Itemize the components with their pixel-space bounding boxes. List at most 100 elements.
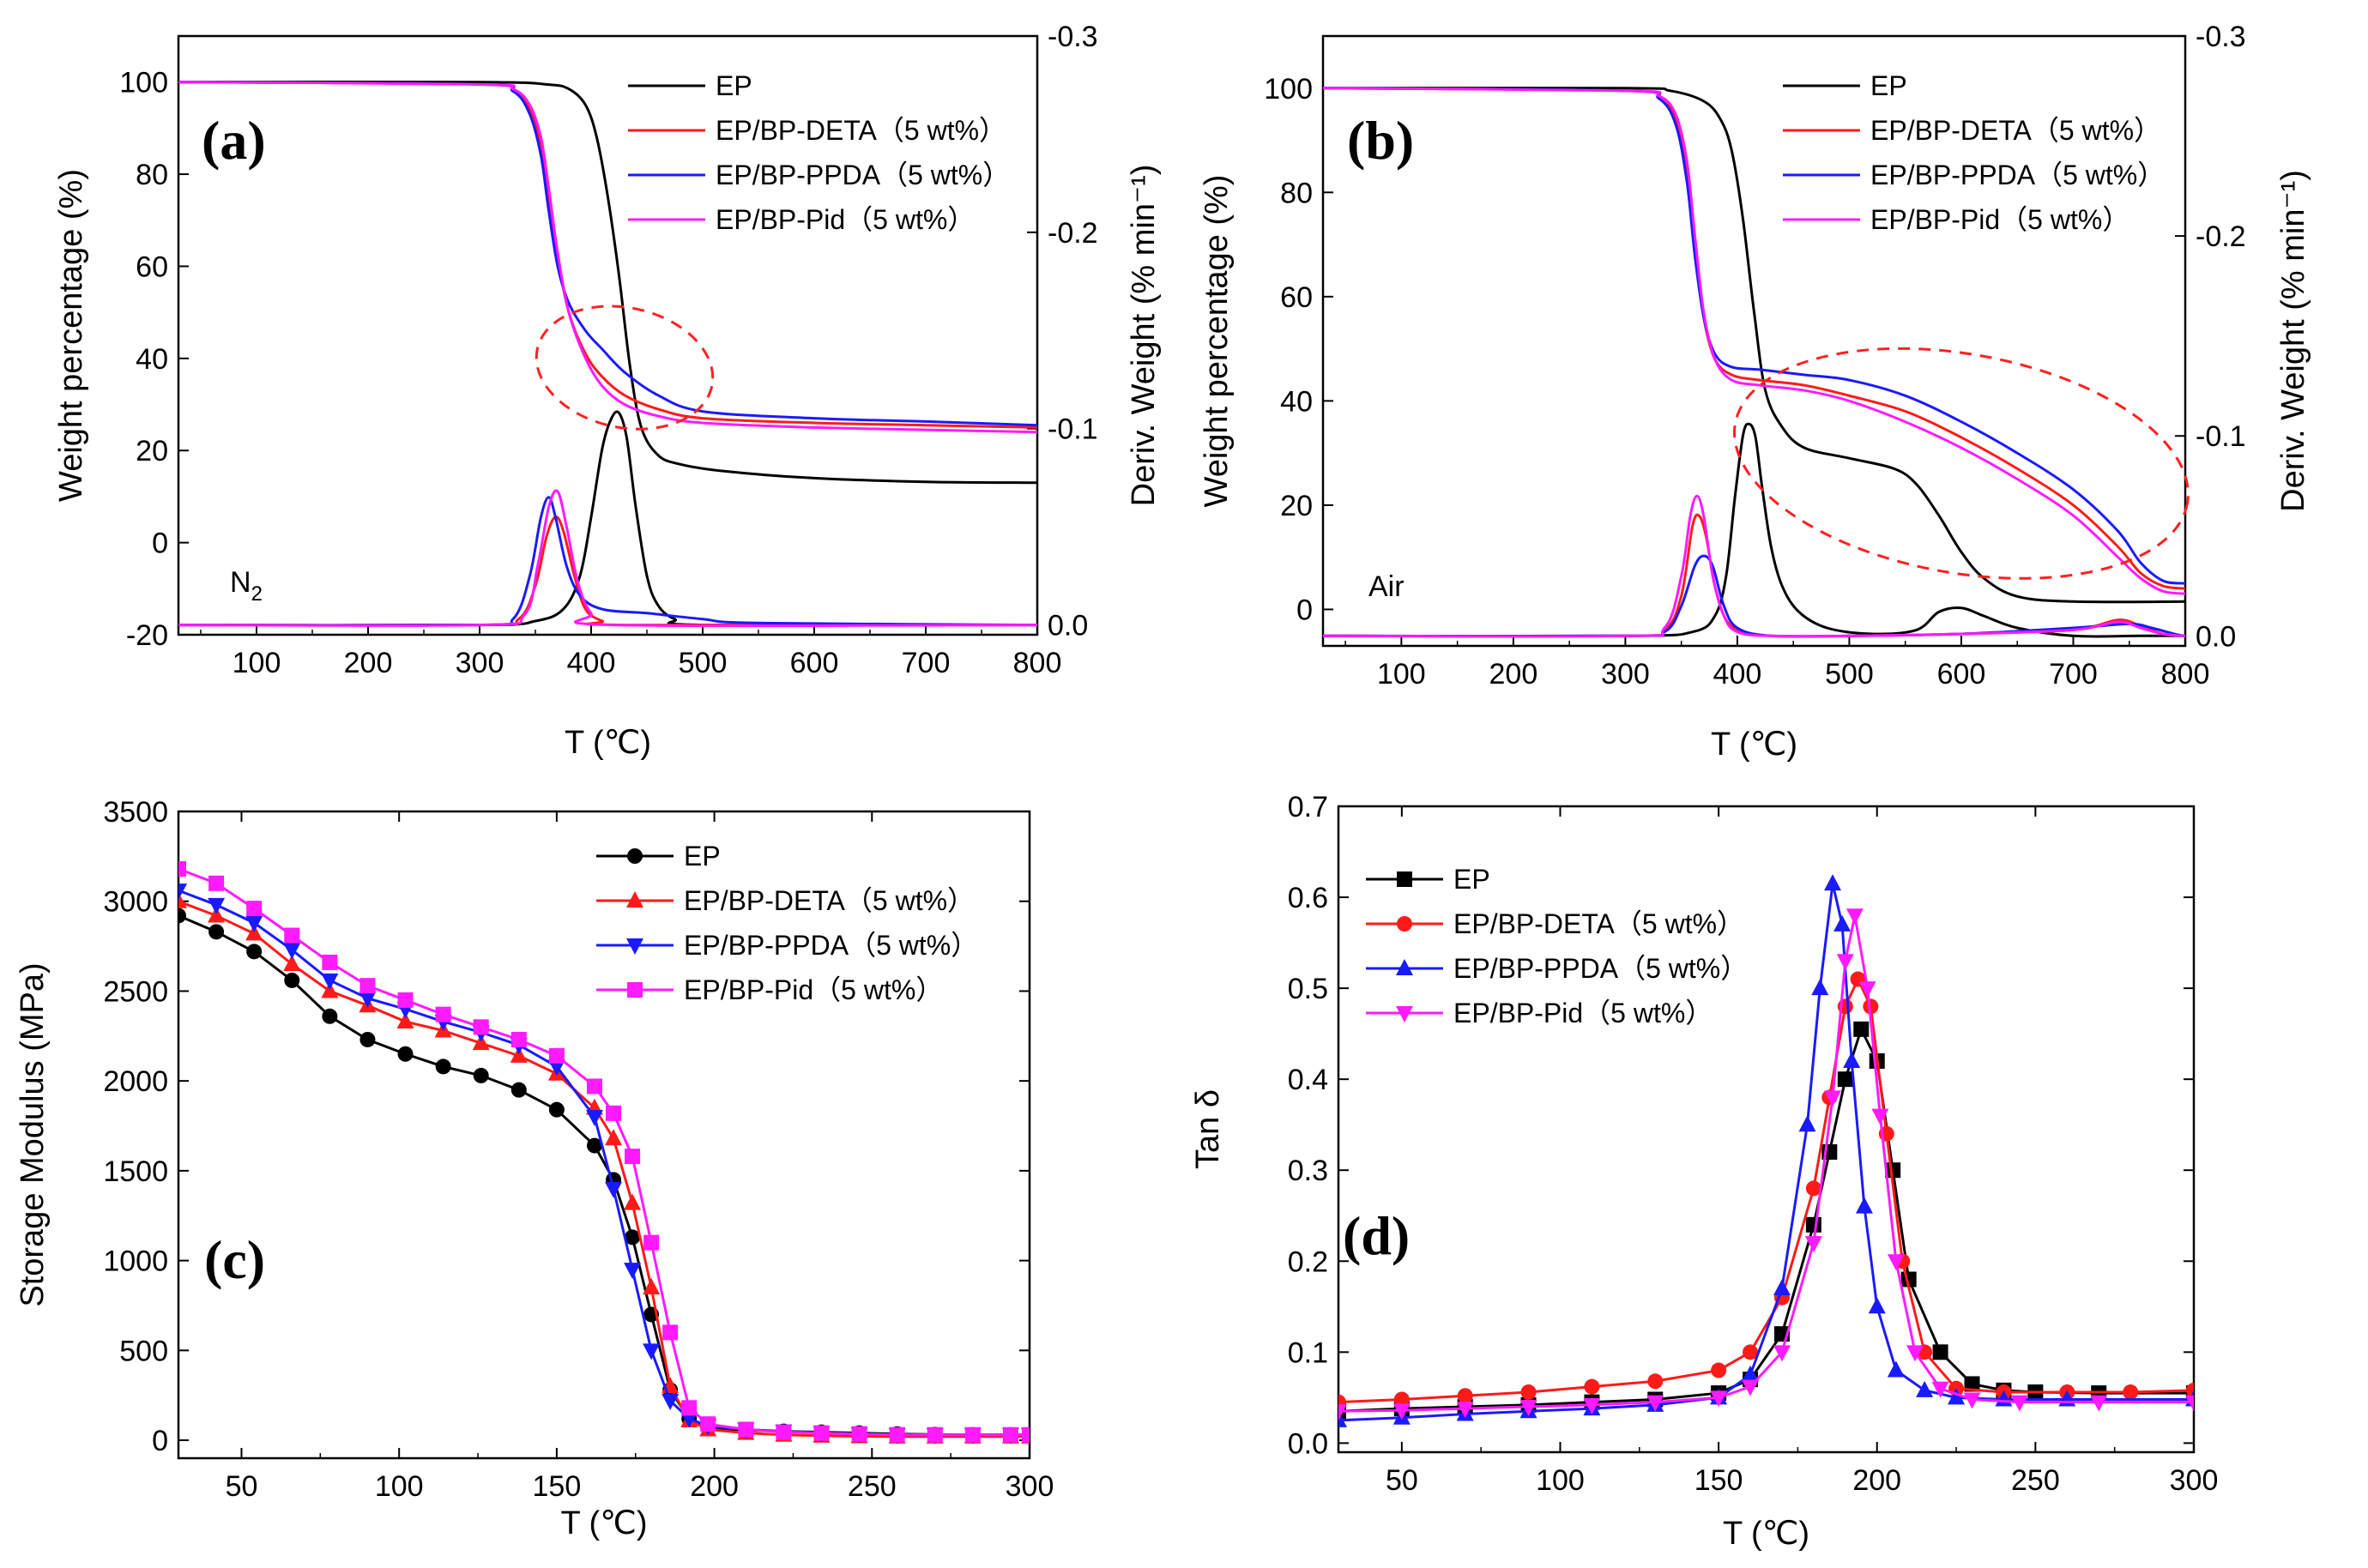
plot-frame xyxy=(177,34,1039,636)
series-ep-bp-deta-5-wt-point xyxy=(283,955,301,972)
series-ep-bp-ppda-5-wt-point xyxy=(1916,1380,1934,1397)
x-axis-label: T (℃) xyxy=(1711,727,1797,763)
series-ep-bp-pid-5-wt-point xyxy=(246,901,263,917)
series-ep-point xyxy=(473,1067,489,1083)
series-ep-point xyxy=(359,1031,376,1047)
series-ep-bp-ppda-5-wt-point xyxy=(624,1263,642,1280)
x-tick-label: 800 xyxy=(2161,658,2210,691)
panel-c-storage-modulus: 50 100 150 200 250 30005001000150020002500300… xyxy=(15,796,1054,1541)
series-ep-point xyxy=(1805,1216,1821,1233)
series-ep-bp-pid-5-wt-point xyxy=(322,954,338,970)
series-ep-bp-pid-5-wt-point xyxy=(435,1006,451,1022)
y-tick-label: 1000 xyxy=(103,1245,168,1278)
series-ep-bp-pid-5-wt-point xyxy=(1022,1426,1030,1443)
x-tick-label: 300 xyxy=(2170,1464,2219,1497)
x-tick-label: 600 xyxy=(790,647,839,679)
legend-ep-bp-pid-5-wt-label: EP/BP-Pid（5 wt%） xyxy=(1870,204,2129,235)
series-ep-bp-pid-5-wt-point xyxy=(681,1400,698,1416)
series-ep-bp-ppda-5-wt-point xyxy=(1855,1197,1873,1214)
series-ep-bp-pid-5-wt-point xyxy=(1906,1345,1924,1362)
series-ep-bp-ppda-5-wt-point xyxy=(661,1393,680,1410)
series-ep-bp-ppda-5-wt-point xyxy=(643,1343,661,1360)
y-tick-label: 40 xyxy=(136,343,168,376)
series-ep-bp-ppda-5-wt-point xyxy=(585,1110,603,1127)
series-ep-bp-ppda-5-wt-point xyxy=(1948,1388,1966,1405)
x-tick-label: 50 xyxy=(1386,1464,1418,1497)
x-tick-label: 600 xyxy=(1937,658,1986,691)
series-ep-bp-pid-5-wt-point xyxy=(1845,908,1864,926)
legend-ep-bp-pid-5-wt-label: EP/BP-Pid（5 wt%） xyxy=(1453,998,1713,1028)
series-ep-bp-pid-5-wt-point xyxy=(1836,954,1854,971)
atmosphere-label: Air xyxy=(1368,570,1404,603)
y-tick-label: 0.6 xyxy=(1288,882,1328,914)
legend-ep-label: EP xyxy=(1453,864,1490,895)
plot-data xyxy=(178,80,1037,628)
series-ep-bp-pid-5-wt-point xyxy=(1871,1108,1889,1125)
y2-tick-label: -0.2 xyxy=(2196,220,2246,253)
series-ep-bp-pid-5-wt-point xyxy=(927,1426,943,1443)
series-ep-bp-pid-5-wt-point xyxy=(397,992,414,1008)
series-ep-bp-pid-5-wt-point xyxy=(178,861,186,877)
series-ep-bp-pid-5-wt-point xyxy=(2090,1395,2108,1412)
y-tick-label: 0 xyxy=(152,1425,168,1457)
y-tick-label: 40 xyxy=(1280,385,1313,418)
x-tick-label: 700 xyxy=(902,647,951,679)
series-ep-bp-pid-5-wt-weight-line xyxy=(178,81,1037,434)
series-ep-bp-deta-5-wt-point xyxy=(472,1034,490,1051)
series-ep-point xyxy=(284,972,300,988)
x-tick-label: 200 xyxy=(1852,1464,1901,1497)
legend-ep-bp-deta-5-wt-marker xyxy=(1397,916,1412,932)
series-ep-bp-pid-5-wt-point xyxy=(1646,1395,1664,1412)
y2-tick-label: -0.3 xyxy=(2196,21,2246,53)
panel-a-tga-nitrogen: 100 200 300 400 500 600 700 800 -20 0 20 40 60 80 100 0… xyxy=(53,21,1162,761)
series-ep-weight-line xyxy=(178,80,1037,485)
legend-ep-bp-pid-5-wt-marker xyxy=(1396,1006,1413,1022)
series-ep-bp-pid-5-wt-point xyxy=(510,1031,527,1047)
legend-ep-bp-pid-5-wt-marker xyxy=(627,982,643,998)
y-tick-label: 80 xyxy=(136,159,168,191)
series-ep-bp-pid-5-wt-point xyxy=(1858,981,1876,998)
series-ep-bp-pid-5-wt-point xyxy=(700,1416,716,1432)
x-tick-label: 100 xyxy=(233,647,281,679)
y-tick-label: 0 xyxy=(1296,594,1313,626)
series-ep-point xyxy=(548,1101,565,1118)
x-tick-label: 50 xyxy=(226,1470,258,1503)
series-ep-bp-ppda-5-wt-point xyxy=(208,897,226,914)
series-ep-bp-ppda-5-wt-point xyxy=(1843,1051,1861,1068)
series-ep-bp-pid-5-wt-point xyxy=(1583,1397,1601,1414)
series-ep-bp-ppda-5-wt-point xyxy=(1868,1297,1886,1314)
series-ep-bp-deta-5-wt-point xyxy=(1647,1373,1664,1390)
y-tick-label: 60 xyxy=(136,250,168,283)
y2-tick-label: -0.2 xyxy=(1048,217,1098,250)
x-tick-label: 100 xyxy=(1536,1464,1585,1497)
plot-data xyxy=(178,861,1030,1444)
plot-frame xyxy=(1321,34,2187,648)
series-ep-bp-pid-5-wt-point xyxy=(662,1324,679,1341)
series-ep-bp-pid-5-wt-point xyxy=(889,1426,905,1443)
x-axis-label: T (℃) xyxy=(565,725,651,761)
series-ep-bp-deta-5-wt-point xyxy=(1520,1384,1537,1401)
series-ep-bp-ppda-5-wt-point xyxy=(605,1181,623,1198)
plot-data xyxy=(1323,87,2185,638)
series-ep-bp-ppda-5-wt-weight-line xyxy=(1323,87,2185,585)
x-tick-label: 300 xyxy=(456,647,504,679)
series-ep-bp-pid-5-wt-point xyxy=(1804,1236,1822,1253)
y-tick-label: 100 xyxy=(119,67,168,100)
series-ep-bp-pid-5-wt-point xyxy=(2010,1395,2028,1412)
series-ep-bp-deta-5-wt-point xyxy=(510,1046,528,1063)
atmosphere-label-subscript: 2 xyxy=(251,582,263,606)
y-tick-label: 3500 xyxy=(103,796,168,829)
deriv-series-ep-bp-pid-5-wt-line xyxy=(1323,494,2185,638)
y-tick-label: 500 xyxy=(119,1335,168,1367)
series-ep-point xyxy=(397,1046,414,1062)
series-ep-bp-pid-5-wt-point xyxy=(1931,1381,1949,1398)
series-ep-bp-deta-5-wt-point xyxy=(1743,1344,1759,1360)
series-ep-bp-deta-5-wt-point xyxy=(245,924,263,941)
x-tick-label: 400 xyxy=(567,647,616,679)
series-ep-bp-deta-5-wt-point xyxy=(1393,1391,1410,1408)
deriv-series-ep-line xyxy=(1323,422,2185,638)
series-ep-bp-deta-5-wt-point xyxy=(178,891,187,908)
series-ep-bp-pid-5-wt-point xyxy=(776,1424,792,1440)
x-axis-label: T (℃) xyxy=(1723,1516,1809,1552)
x-tick-label: 250 xyxy=(2011,1464,2060,1497)
